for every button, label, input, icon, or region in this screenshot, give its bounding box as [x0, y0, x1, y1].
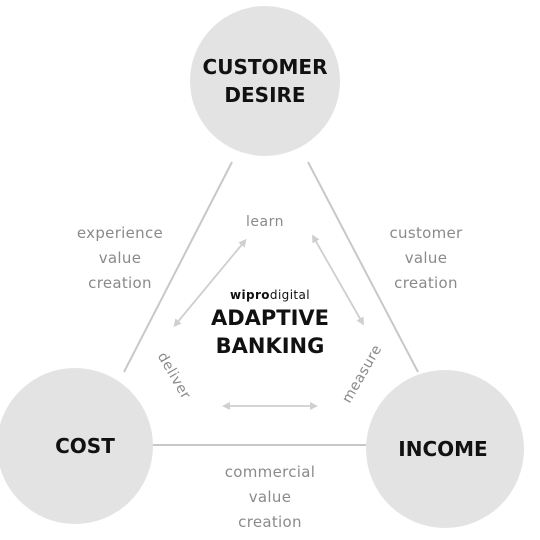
- arrow-learn-measure: [312, 234, 364, 326]
- node-income: INCOME: [366, 370, 524, 528]
- center-title: ADAPTIVE BANKING: [210, 306, 330, 358]
- node-cost-label: COST: [55, 434, 115, 458]
- node-customer-desire: CUSTOMER DESIRE: [190, 6, 340, 156]
- node-income-label: INCOME: [398, 437, 488, 461]
- wipro-digital-logo: wiprodigital: [190, 288, 350, 302]
- logo-wipro: wipro: [229, 288, 270, 302]
- arrow-learn-deliver: [173, 238, 247, 328]
- logo-digital: digital: [269, 288, 311, 302]
- center-block: wiprodigital ADAPTIVE BANKING: [190, 288, 350, 360]
- node-customer-desire-label: CUSTOMER DESIRE: [202, 55, 328, 107]
- cycle-label-learn: learn: [246, 214, 284, 230]
- edge-label-experience-value-creation: experience value creation: [76, 224, 164, 292]
- node-cost: COST: [0, 368, 153, 524]
- edge-label-commercial-value-creation: commercial value creation: [224, 463, 316, 531]
- edge-label-customer-value-creation: customer value creation: [389, 224, 463, 292]
